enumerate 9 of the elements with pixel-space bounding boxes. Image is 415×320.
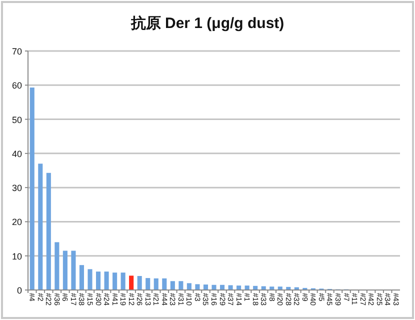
chart-title: 抗原 Der 1 (μg/g dust) <box>130 15 284 32</box>
y-tick-label: 60 <box>12 80 22 91</box>
y-tick-label: 30 <box>12 183 22 194</box>
y-tick-label: 20 <box>12 217 22 228</box>
y-tick-label: 50 <box>12 114 22 125</box>
y-tick-label: 40 <box>12 148 22 159</box>
y-tick-label: 0 <box>16 286 22 296</box>
y-tick-label: 10 <box>12 251 22 262</box>
y-tick-label: 70 <box>12 46 22 56</box>
